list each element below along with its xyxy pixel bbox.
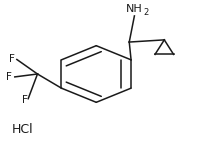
Text: HCl: HCl <box>12 123 33 136</box>
Text: NH: NH <box>126 4 143 15</box>
Text: 2: 2 <box>143 8 148 17</box>
Text: F: F <box>22 95 28 105</box>
Text: F: F <box>9 54 14 65</box>
Text: F: F <box>6 72 12 82</box>
